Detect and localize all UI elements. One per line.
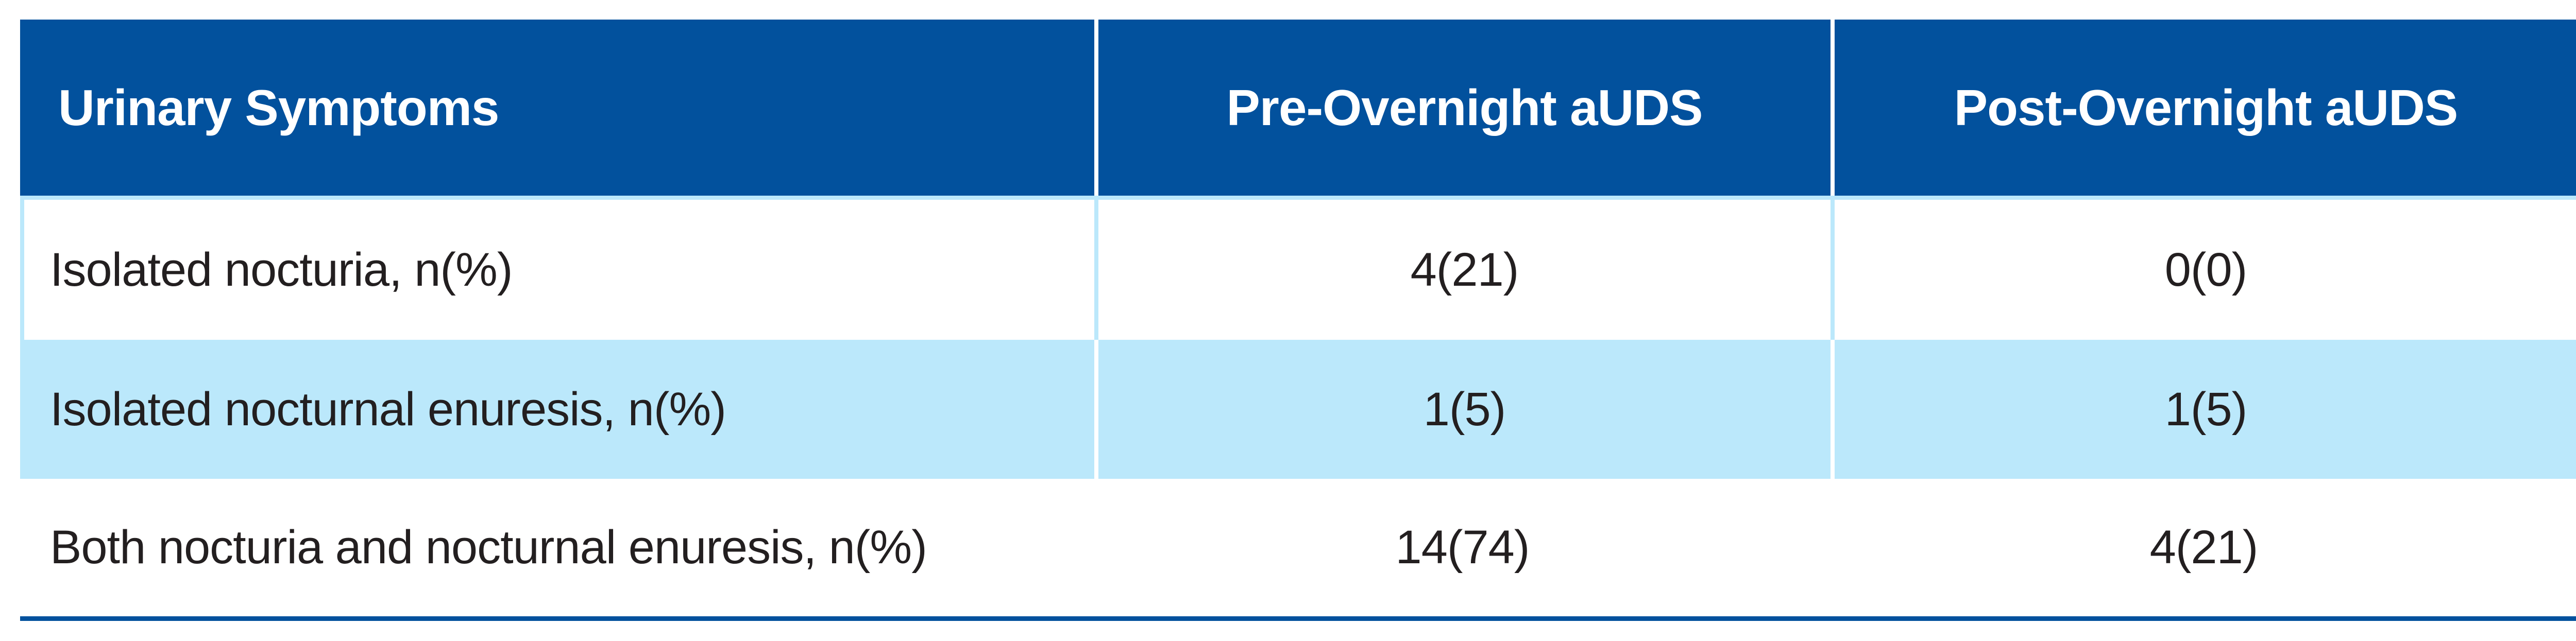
header-cell-pre-overnight-auds: Pre-Overnight aUDS [1094,20,1831,196]
table-bottom-rule [20,616,2576,621]
symptom-label: Both nocturia and nocturnal enuresis, n(… [50,521,927,574]
cell-symptom: Isolated nocturnal enuresis, n(%) [20,340,1094,479]
symptom-label: Isolated nocturnal enuresis, n(%) [50,383,726,436]
header-cell-post-overnight-auds: Post-Overnight aUDS [1831,20,2576,196]
cell-pre-value: 4(21) [1094,200,1831,340]
header-separator-line [20,196,2576,200]
pre-value: 4(21) [1410,243,1519,296]
header-cell-urinary-symptoms: Urinary Symptoms [20,20,1094,196]
table-row-isolated-nocturia: Isolated nocturia, n(%) 4(21) 0(0) – [20,200,2576,340]
cell-symptom: Both nocturia and nocturnal enuresis, n(… [20,479,1094,616]
post-value: 1(5) [2164,383,2248,436]
table-row-isolated-nocturnal-enuresis: Isolated nocturnal enuresis, n(%) 1(5) 1… [20,340,2576,479]
cell-post-value: 0(0) [1831,200,2576,340]
header-label: Urinary Symptoms [58,79,499,136]
table-row-both-nocturia-and-enuresis: Both nocturia and nocturnal enuresis, n(… [20,479,2576,616]
cell-post-value: 1(5) [1831,340,2576,479]
cell-pre-value: 14(74) [1094,479,1831,616]
symptom-label: Isolated nocturia, n(%) [50,243,513,296]
urinary-symptoms-table: Urinary Symptoms Pre-Overnight aUDS Post… [20,20,2576,621]
cell-post-value: 4(21) [1831,479,2576,616]
pre-value: 14(74) [1395,521,1530,574]
header-label: Post-Overnight aUDS [1954,79,2458,136]
post-value: 0(0) [2164,243,2248,296]
pre-value: 1(5) [1423,383,1506,436]
header-label: Pre-Overnight aUDS [1226,79,1703,136]
cell-symptom: Isolated nocturia, n(%) [20,200,1094,340]
cell-pre-value: 1(5) [1094,340,1831,479]
post-value: 4(21) [2149,521,2259,574]
table-header-row: Urinary Symptoms Pre-Overnight aUDS Post… [20,20,2576,196]
